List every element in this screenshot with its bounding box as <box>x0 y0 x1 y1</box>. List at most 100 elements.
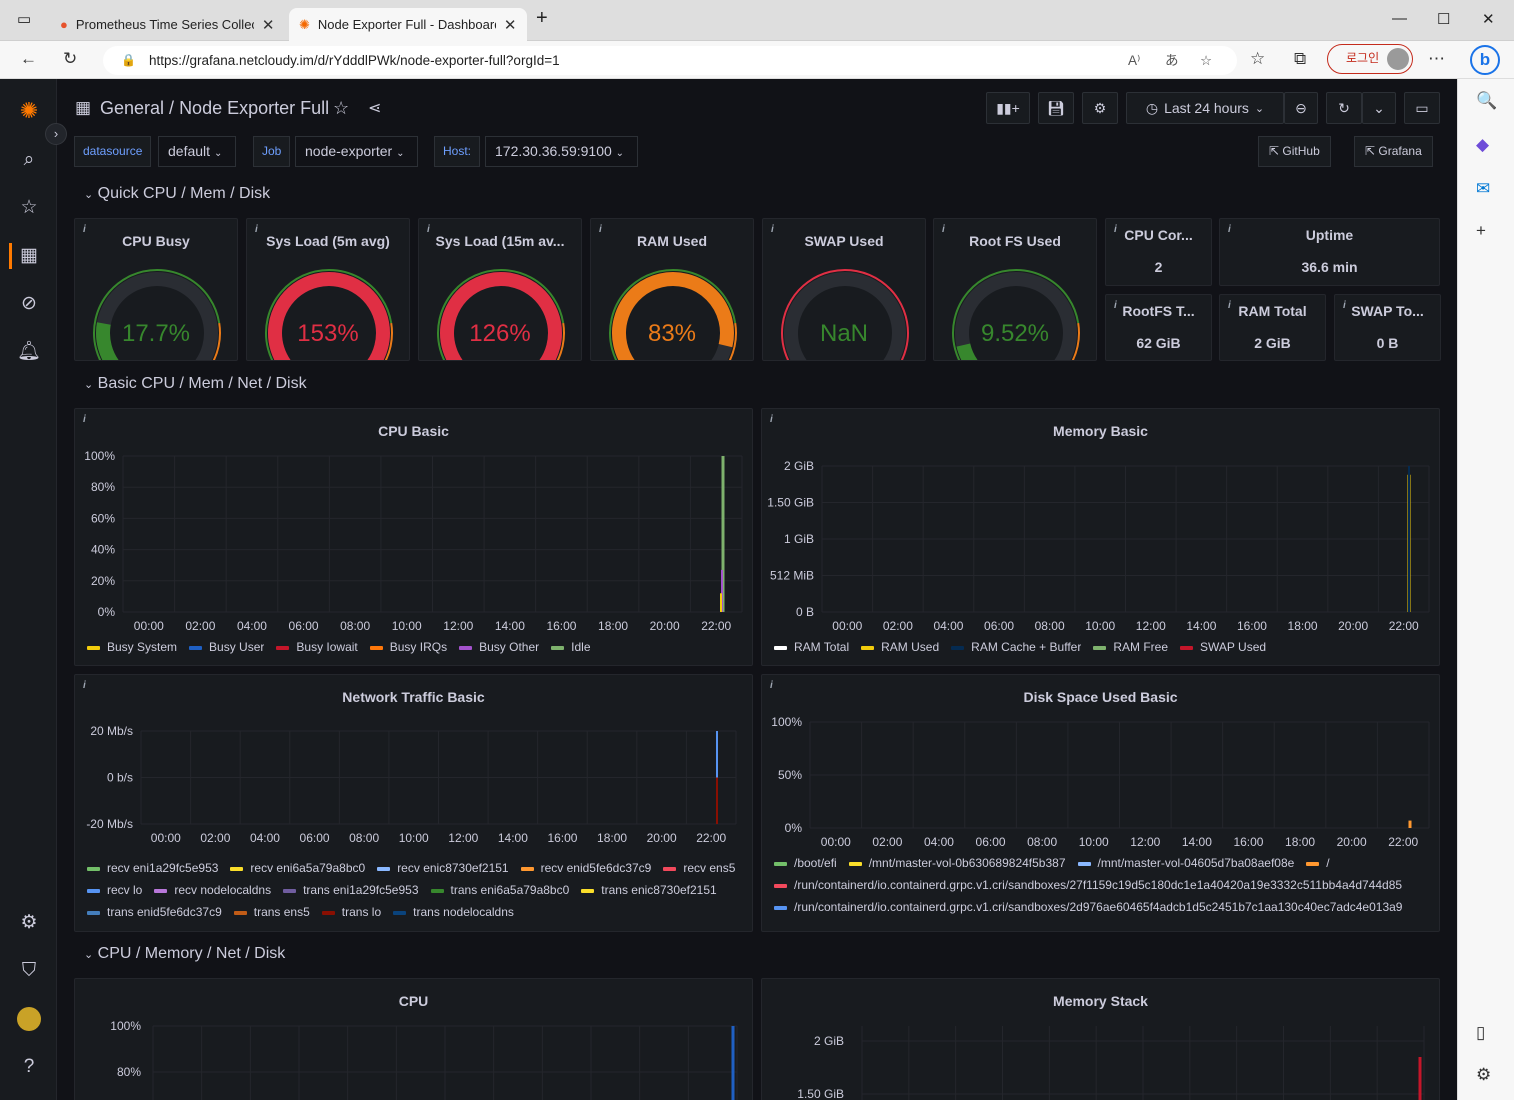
breadcrumb-folder[interactable]: General <box>100 98 165 118</box>
info-icon[interactable]: i <box>255 224 258 235</box>
info-icon[interactable]: i <box>1114 224 1117 235</box>
legend-item[interactable]: Busy IRQs <box>369 640 447 654</box>
gauge-panel-sys-load-5m-avg[interactable]: i Sys Load (5m avg) 153% <box>246 218 410 361</box>
legend-item[interactable]: RAM Used <box>861 640 939 654</box>
panel-cpu-basic[interactable]: i CPU Basic 100% 80% 60% 40% 20% 0% 00:00 02:00… <box>74 408 753 666</box>
stat-panel-swap-total[interactable]: i SWAP To... 0 B <box>1334 294 1441 361</box>
read-aloud-icon[interactable]: A⁾ <box>1128 53 1141 68</box>
server-admin-shield-icon[interactable]: ⛉ <box>21 960 37 981</box>
legend-item[interactable]: Busy System <box>87 640 177 654</box>
github-link[interactable]: ⇱ GitHub <box>1258 136 1331 167</box>
var-select-host[interactable]: 172.30.36.59:9100 ⌄ <box>485 136 638 167</box>
refresh-dashboard-button[interactable]: ↻ <box>1326 92 1362 124</box>
legend-item[interactable]: RAM Cache + Buffer <box>951 640 1081 654</box>
alerting-bell-icon[interactable]: 🔔︎ <box>17 341 42 362</box>
row-quick[interactable]: ⌄ Quick CPU / Mem / Disk <box>84 185 271 202</box>
shopping-icon[interactable]: ◆ <box>1476 135 1490 154</box>
var-select-datasource[interactable]: default ⌄ <box>158 136 236 167</box>
collections-icon[interactable]: ⧉ <box>1294 49 1307 68</box>
gauge-panel-ram-used[interactable]: i RAM Used 83% <box>590 218 754 361</box>
explore-icon[interactable]: ⊘ <box>21 293 37 314</box>
legend-item[interactable]: trans enid5fe6dc37c9 <box>87 905 222 919</box>
info-icon[interactable]: i <box>83 414 86 425</box>
search-icon[interactable]: 🔍 <box>1476 91 1498 110</box>
legend-item[interactable]: Busy Other <box>459 640 539 654</box>
panel-memory-stack[interactable]: Memory Stack 2 GiB 1.50 GiB <box>761 978 1440 1100</box>
info-icon[interactable]: i <box>1228 300 1231 311</box>
new-tab-icon[interactable]: + <box>536 7 548 29</box>
gauge-panel-cpu-busy[interactable]: i CPU Busy 17.7% <box>74 218 238 361</box>
gauge-panel-swap-used[interactable]: i SWAP Used NaN <box>762 218 926 361</box>
share-icon[interactable]: ⋖ <box>368 100 382 117</box>
settings-icon[interactable]: ⚙ <box>1476 1065 1492 1084</box>
browser-tab-prometheus[interactable]: ● Prometheus Time Series Collectio ✕ <box>60 16 275 34</box>
panel-network-traffic-basic[interactable]: i Network Traffic Basic 20 Mb/s 0 b/s -20 … <box>74 674 753 932</box>
legend-item[interactable]: trans enic8730ef2151 <box>581 883 717 897</box>
outlook-icon[interactable]: ✉ <box>1476 179 1491 198</box>
legend-item[interactable]: trans eni6a5a79a8bc0 <box>430 883 569 897</box>
info-icon[interactable]: i <box>427 224 430 235</box>
legend-item[interactable]: recv nodelocaldns <box>154 883 271 897</box>
info-icon[interactable]: i <box>771 224 774 235</box>
configuration-gear-icon[interactable]: ⚙ <box>20 912 38 933</box>
info-icon[interactable]: i <box>1228 224 1231 235</box>
gauge-panel-sys-load-15m-av[interactable]: i Sys Load (15m av... 126% <box>418 218 582 361</box>
info-icon[interactable]: i <box>770 680 773 691</box>
close-tab-icon[interactable]: ✕ <box>503 16 517 34</box>
user-avatar[interactable] <box>17 1007 41 1031</box>
search-icon[interactable]: ⌕ <box>23 149 35 170</box>
legend-item[interactable]: trans ens5 <box>233 905 310 919</box>
star-icon[interactable]: ☆ <box>333 98 350 118</box>
help-icon[interactable]: ? <box>23 1056 35 1077</box>
panel-disk-space-used-basic[interactable]: i Disk Space Used Basic 100% 50% 0% 00:00 02… <box>761 674 1440 932</box>
legend-item[interactable]: trans lo <box>321 905 381 919</box>
info-icon[interactable]: i <box>1343 300 1346 311</box>
info-icon[interactable]: i <box>83 680 86 691</box>
breadcrumb-dashboard[interactable]: Node Exporter Full <box>179 98 330 118</box>
grafana-link[interactable]: ⇱ Grafana <box>1354 136 1433 167</box>
favorites-icon[interactable]: ☆ <box>1250 49 1266 68</box>
legend-item[interactable]: trans nodelocaldns <box>393 905 514 919</box>
stat-panel-uptime[interactable]: i Uptime 36.6 min <box>1219 218 1440 286</box>
legend-item[interactable]: /run/containerd/io.containerd.grpc.v1.cr… <box>774 900 1402 914</box>
legend-item[interactable]: recv eni1a29fc5e953 <box>87 861 218 875</box>
legend-item[interactable]: Busy Iowait <box>276 640 358 654</box>
info-icon[interactable]: i <box>83 224 86 235</box>
save-dashboard-button[interactable]: 💾︎ <box>1038 92 1074 124</box>
more-icon[interactable]: ⋯ <box>1428 49 1445 68</box>
url-field[interactable]: 🔒 https://grafana.netcloudy.im/d/rYdddlP… <box>103 46 1237 75</box>
stat-panel-rootfs-total[interactable]: i RootFS T... 62 GiB <box>1105 294 1212 361</box>
legend-item[interactable]: recv ens5 <box>663 861 735 875</box>
legend-item[interactable]: /mnt/master-vol-0b630689824f5b387 <box>848 856 1066 870</box>
stat-panel-cpu-cores[interactable]: i CPU Cor... 2 <box>1105 218 1212 286</box>
legend-item[interactable]: SWAP Used <box>1180 640 1266 654</box>
minimize-icon[interactable]: — <box>1392 10 1407 27</box>
dashboards-icon[interactable]: ▦ <box>20 245 38 266</box>
legend-item[interactable]: recv enid5fe6dc37c9 <box>520 861 651 875</box>
bing-icon[interactable]: b <box>1470 45 1500 75</box>
close-window-icon[interactable]: ✕ <box>1482 11 1495 28</box>
legend-item[interactable]: Busy User <box>189 640 264 654</box>
legend-item[interactable]: RAM Total <box>774 640 849 654</box>
info-icon[interactable]: i <box>942 224 945 235</box>
legend-item[interactable]: RAM Free <box>1093 640 1168 654</box>
legend-item[interactable]: Idle <box>551 640 591 654</box>
zoom-out-button[interactable]: ⊖ <box>1284 92 1318 124</box>
expand-nav-chevron-icon[interactable]: › <box>45 123 67 145</box>
favorite-add-icon[interactable]: ☆ <box>1200 53 1213 68</box>
profile-login-button[interactable]: 로그인 <box>1327 44 1413 74</box>
legend-item[interactable]: trans eni1a29fc5e953 <box>283 883 419 897</box>
translate-icon[interactable]: あ <box>1165 53 1179 68</box>
refresh-icon[interactable]: ↻ <box>63 49 78 68</box>
legend-item[interactable]: recv eni6a5a79a8bc0 <box>230 861 365 875</box>
panel-cpu[interactable]: CPU 100% 80% <box>74 978 753 1100</box>
info-icon[interactable]: i <box>599 224 602 235</box>
tv-mode-button[interactable]: ▭ <box>1404 92 1440 124</box>
add-panel-button[interactable]: ▮▮+ <box>986 92 1030 124</box>
add-icon[interactable]: + <box>1476 221 1486 240</box>
legend-item[interactable]: /run/containerd/io.containerd.grpc.v1.cr… <box>774 878 1402 892</box>
stat-panel-ram-total[interactable]: i RAM Total 2 GiB <box>1219 294 1326 361</box>
refresh-interval-dropdown[interactable]: ⌄ <box>1362 92 1396 124</box>
back-icon[interactable]: ← <box>20 49 37 68</box>
var-select-job[interactable]: node-exporter ⌄ <box>295 136 418 167</box>
